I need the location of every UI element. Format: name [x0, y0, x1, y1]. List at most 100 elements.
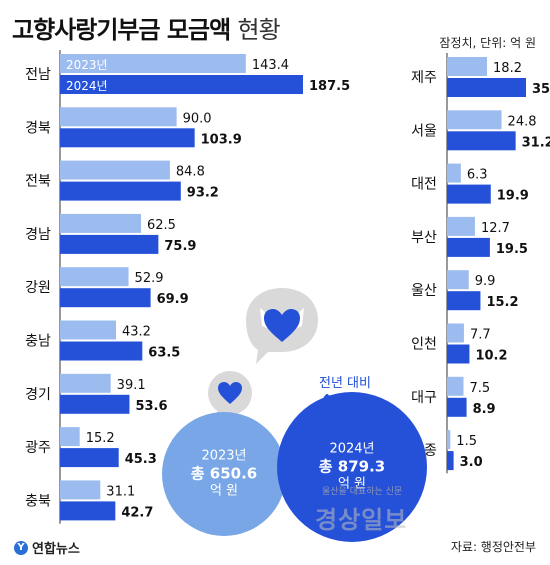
category-label: 인천: [411, 337, 437, 353]
value-label-2023: 39.1: [117, 378, 146, 393]
chart-title: 고향사랑기부금 모금액 현황: [12, 10, 281, 45]
value-label-2024: 63.5: [148, 346, 180, 361]
bar-2023: [447, 430, 451, 450]
value-label-2024: 75.9: [164, 239, 196, 254]
hands-heart-icon: [246, 288, 318, 364]
category-label: 울산: [411, 283, 437, 299]
value-label-2024: 3.0: [460, 455, 483, 470]
value-label-2023: 31.1: [106, 484, 135, 499]
bar-2023: [60, 107, 177, 127]
value-label-2023: 84.8: [176, 165, 205, 180]
value-label-2023: 43.2: [122, 325, 151, 340]
category-label: 경북: [25, 120, 51, 136]
publisher-mark-icon: Y: [14, 540, 28, 555]
bar-2023: [60, 480, 101, 500]
value-label-2023: 18.2: [493, 61, 522, 76]
value-label-2023: 143.4: [252, 58, 289, 73]
total-2024-unit: 억 원: [337, 476, 367, 492]
bar-2024: [60, 181, 181, 201]
bar-2023: [447, 270, 469, 290]
category-label: 광주: [25, 440, 51, 456]
category-label: 강원: [25, 280, 51, 296]
value-label-2024: 69.9: [157, 292, 189, 307]
value-label-2023: 62.5: [147, 218, 176, 233]
value-label-2024: 42.7: [121, 505, 153, 520]
publisher-name: 연합뉴스: [32, 542, 80, 557]
bar-2023: [447, 376, 464, 396]
source-note: 자료: 행정안전부: [450, 540, 536, 554]
category-label: 제주: [411, 70, 437, 86]
total-2024-year: 2024년: [329, 441, 375, 457]
bar-2024: [60, 394, 130, 414]
value-label-2024: 45.3: [125, 452, 157, 467]
category-label: 충남: [25, 334, 51, 350]
value-label-2023: 24.8: [508, 114, 537, 129]
category-label: 부산: [411, 230, 437, 246]
category-label: 경기: [25, 387, 51, 403]
series-label-2023: 2023년: [66, 58, 108, 72]
value-label-2023: 52.9: [135, 271, 164, 286]
bar-2024: [60, 234, 159, 254]
bar-2024: [60, 448, 119, 468]
bar-2023: [60, 267, 129, 287]
bar-2024: [447, 237, 490, 257]
bar-2023: [60, 320, 116, 340]
total-2023-year: 2023년: [201, 448, 247, 464]
category-label: 전남: [25, 67, 51, 83]
series-label-2024: 2024년: [66, 79, 108, 93]
chart-title-suffix: 현황: [237, 16, 281, 44]
category-label: 전북: [25, 174, 51, 190]
total-2024-circle: 2024년 총 879.3 억 원: [277, 392, 427, 542]
bar-2023: [60, 160, 170, 180]
total-2023-unit: 억 원: [209, 483, 239, 499]
bar-2023: [447, 110, 502, 130]
value-label-2023: 1.5: [456, 434, 477, 449]
bar-2023: [60, 427, 80, 447]
bar-2024: [447, 291, 481, 311]
unit-note: 잠정치, 단위: 억 원: [439, 36, 536, 50]
bar-2024: [447, 451, 454, 471]
bar-2024: [60, 75, 303, 94]
value-label-2024: 187.5: [309, 79, 350, 94]
value-label-2023: 7.5: [470, 381, 491, 396]
value-label-2024: 15.2: [486, 295, 518, 310]
total-2023-circle: 2023년 총 650.6 억 원: [162, 412, 286, 536]
value-label-2023: 6.3: [467, 168, 488, 183]
bar-2023: [447, 163, 461, 183]
bar-2023: [60, 373, 111, 393]
category-label: 서울: [411, 123, 437, 139]
total-2024-value: 총 879.3: [318, 457, 386, 476]
bar-2024: [60, 288, 151, 308]
bar-2024: [60, 341, 143, 361]
bar-2023: [60, 54, 246, 73]
value-label-2024: 53.6: [135, 399, 167, 414]
value-label-2024: 35.9: [532, 82, 550, 97]
value-label-2023: 15.2: [86, 431, 115, 446]
total-2023-value: 총 650.6: [190, 464, 258, 483]
category-label: 충북: [25, 493, 51, 509]
watermark-logo: 경상일보: [315, 506, 408, 534]
bar-2023: [447, 323, 464, 343]
yoy-label: 전년 대비: [319, 376, 371, 391]
value-label-2024: 19.9: [497, 189, 529, 204]
value-label-2023: 9.9: [475, 274, 496, 289]
bar-2023: [447, 216, 475, 236]
bar-2024: [447, 344, 470, 364]
value-label-2023: 90.0: [183, 111, 212, 126]
bar-2024: [447, 184, 491, 204]
chart-title-main: 고향사랑기부금 모금액: [12, 16, 231, 44]
value-label-2024: 93.2: [187, 186, 219, 201]
bar-2024: [447, 397, 467, 417]
publisher-logo: Y 연합뉴스: [14, 538, 80, 557]
bar-2024: [447, 78, 526, 97]
value-label-2024: 8.9: [473, 402, 496, 417]
value-label-2023: 7.7: [470, 328, 491, 343]
bar-2023: [60, 213, 141, 233]
bar-2024: [447, 131, 516, 151]
category-label: 경남: [25, 227, 51, 243]
bar-2023: [447, 57, 488, 76]
value-label-2024: 103.9: [201, 132, 242, 147]
